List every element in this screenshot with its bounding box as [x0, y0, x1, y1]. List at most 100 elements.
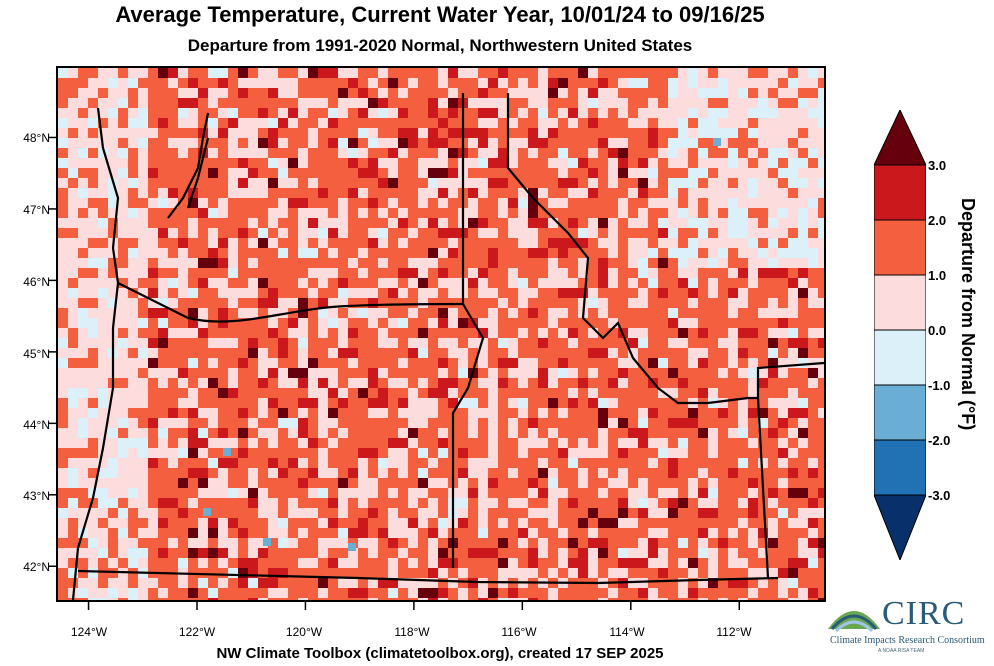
anomaly-cell: [108, 498, 118, 508]
anomaly-cell: [648, 78, 658, 88]
anomaly-cell: [488, 348, 498, 358]
anomaly-cell: [258, 518, 268, 528]
anomaly-cell: [808, 558, 818, 568]
anomaly-cell: [308, 118, 318, 128]
anomaly-cell: [578, 138, 588, 148]
anomaly-cell: [258, 308, 268, 318]
anomaly-cell: [308, 148, 318, 158]
anomaly-cell: [528, 448, 538, 458]
anomaly-cell: [218, 218, 228, 228]
anomaly-cell: [518, 588, 528, 598]
anomaly-cell: [78, 148, 88, 158]
anomaly-cell: [658, 588, 668, 598]
anomaly-cell: [808, 578, 818, 588]
anomaly-cell: [708, 128, 718, 138]
anomaly-cell: [158, 138, 168, 148]
anomaly-cell: [228, 228, 238, 238]
anomaly-cell: [738, 88, 748, 98]
anomaly-cell: [238, 578, 248, 588]
anomaly-cell: [378, 228, 388, 238]
anomaly-cell: [408, 188, 418, 198]
anomaly-cell: [798, 458, 808, 468]
anomaly-cell: [158, 88, 168, 98]
anomaly-cell: [148, 548, 158, 558]
anomaly-cell: [428, 378, 438, 388]
anomaly-cell: [708, 598, 718, 600]
anomaly-cell: [798, 208, 808, 218]
anomaly-cell: [248, 388, 258, 398]
anomaly-cell: [208, 538, 218, 548]
anomaly-cell: [148, 148, 158, 158]
anomaly-cell: [88, 538, 98, 548]
anomaly-cell: [728, 448, 738, 458]
anomaly-cell: [598, 548, 608, 558]
anomaly-cell: [188, 148, 198, 158]
anomaly-cell: [748, 138, 758, 148]
anomaly-cell: [348, 88, 358, 98]
anomaly-cell: [578, 128, 588, 138]
anomaly-cell: [808, 68, 818, 78]
anomaly-cell: [728, 158, 738, 168]
anomaly-cell: [548, 78, 558, 88]
anomaly-cell: [258, 378, 268, 388]
anomaly-cell: [718, 98, 728, 108]
anomaly-cell: [648, 238, 658, 248]
anomaly-cell: [148, 428, 158, 438]
anomaly-cell: [748, 548, 758, 558]
anomaly-cell: [738, 328, 748, 338]
lon-label-122: 122°W: [178, 625, 216, 639]
anomaly-cell: [738, 348, 748, 358]
anomaly-cell: [488, 588, 498, 598]
anomaly-cell: [738, 538, 748, 548]
anomaly-cell: [448, 68, 458, 78]
anomaly-cell: [678, 228, 688, 238]
lat-label-45: 45°N: [23, 347, 50, 361]
anomaly-cell: [548, 148, 558, 158]
anomaly-cell: [648, 518, 658, 528]
anomaly-cell: [688, 408, 698, 418]
anomaly-cell: [268, 458, 278, 468]
anomaly-cell: [308, 438, 318, 448]
anomaly-cell: [128, 588, 138, 598]
anomaly-cell: [188, 358, 198, 368]
anomaly-cell: [298, 548, 308, 558]
anomaly-cell: [528, 138, 538, 148]
anomaly-cell: [538, 258, 548, 268]
anomaly-cell: [98, 208, 108, 218]
anomaly-cell: [718, 458, 728, 468]
anomaly-cell: [438, 578, 448, 588]
anomaly-cell: [108, 588, 118, 598]
anomaly-cell: [598, 388, 608, 398]
anomaly-cell: [478, 548, 488, 558]
anomaly-cell: [408, 98, 418, 108]
anomaly-cell: [328, 98, 338, 108]
anomaly-cell: [818, 78, 824, 88]
anomaly-cell: [238, 538, 248, 548]
anomaly-cell: [648, 128, 658, 138]
anomaly-cell: [408, 88, 418, 98]
anomaly-cell: [238, 98, 248, 108]
anomaly-cell: [148, 158, 158, 168]
anomaly-cell: [418, 138, 428, 148]
anomaly-cell: [118, 68, 128, 78]
anomaly-cell: [478, 238, 488, 248]
anomaly-cell: [148, 478, 158, 488]
anomaly-cell: [638, 98, 648, 108]
anomaly-cell: [168, 68, 178, 78]
anomaly-cell: [148, 288, 158, 298]
anomaly-cell: [418, 148, 428, 158]
anomaly-cell: [348, 458, 358, 468]
anomaly-cell: [438, 328, 448, 338]
colorbar-label-1: 1.0: [928, 268, 947, 283]
anomaly-cell: [238, 468, 248, 478]
anomaly-cell: [278, 318, 288, 328]
anomaly-cell: [368, 358, 378, 368]
anomaly-cell: [798, 288, 808, 298]
anomaly-cell: [548, 438, 558, 448]
anomaly-cell: [808, 498, 818, 508]
anomaly-cell: [298, 368, 308, 378]
anomaly-cell: [178, 178, 188, 188]
anomaly-cell: [618, 508, 628, 518]
anomaly-cell: [218, 508, 228, 518]
anomaly-cell: [408, 368, 418, 378]
